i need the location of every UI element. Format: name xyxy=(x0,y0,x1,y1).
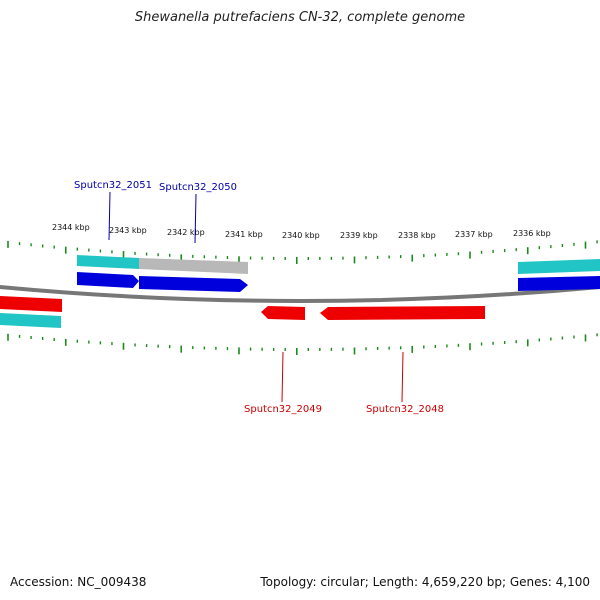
kbp-label-2342: 2342 kbp xyxy=(167,228,205,237)
gene-label-sputcn32-2051[interactable]: Sputcn32_2051 xyxy=(74,180,152,191)
kbp-label-2337: 2337 kbp xyxy=(455,230,493,239)
leader-2051 xyxy=(108,191,111,241)
cds-sputcn32-2050[interactable] xyxy=(139,276,248,292)
cds-sputcn32-2048[interactable] xyxy=(320,306,485,320)
cds-sputcn32-2049[interactable] xyxy=(261,306,305,320)
genome-backbone xyxy=(0,284,600,303)
cds-right-forward[interactable] xyxy=(518,276,600,291)
cds-sputcn32-2051[interactable] xyxy=(77,272,139,288)
cyan-feature-inner-left xyxy=(0,313,61,328)
kbp-label-2338: 2338 kbp xyxy=(398,231,436,240)
map-title: Shewanella putrefaciens CN-32, complete … xyxy=(134,10,466,25)
cds-left-reverse[interactable] xyxy=(0,296,62,312)
gene-label-sputcn32-2049[interactable]: Sputcn32_2049 xyxy=(244,404,322,415)
genome-summary-text: Topology: circular; Length: 4,659,220 bp… xyxy=(260,575,590,589)
kbp-label-2336: 2336 kbp xyxy=(513,229,551,238)
gene-label-sputcn32-2048[interactable]: Sputcn32_2048 xyxy=(366,404,444,415)
scale-labels: 2344 kbp 2343 kbp 2342 kbp 2341 kbp 2340… xyxy=(52,223,551,240)
scale-ticks-inner xyxy=(7,333,598,355)
gene-label-sputcn32-2050[interactable]: Sputcn32_2050 xyxy=(159,182,237,193)
accession-text: Accession: NC_009438 xyxy=(10,575,147,589)
cyan-feature-right xyxy=(518,259,600,274)
kbp-label-2340: 2340 kbp xyxy=(282,231,320,240)
kbp-label-2343: 2343 kbp xyxy=(109,226,147,235)
kbp-label-2339: 2339 kbp xyxy=(340,231,378,240)
leader-2049 xyxy=(281,351,284,403)
leader-2048 xyxy=(401,351,404,403)
leader-2050 xyxy=(194,193,197,244)
kbp-label-2341: 2341 kbp xyxy=(225,230,263,239)
gray-feature xyxy=(139,258,248,274)
kbp-label-2344: 2344 kbp xyxy=(52,223,90,232)
cyan-feature-left xyxy=(77,255,139,269)
